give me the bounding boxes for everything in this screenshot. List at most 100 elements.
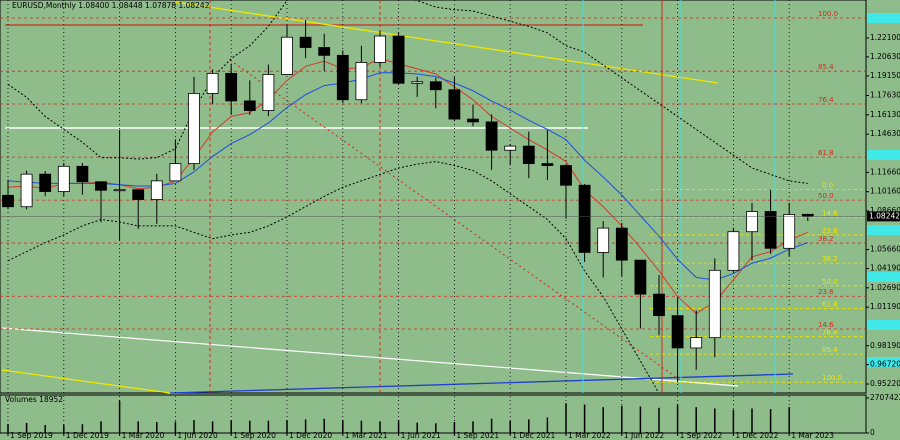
fib-label: 61.8 xyxy=(818,149,834,157)
candle-body xyxy=(95,181,107,191)
x-tick-label: 1 Dec 2021 xyxy=(512,431,555,440)
y-tick-label: 1.11660 xyxy=(870,167,900,176)
price-box xyxy=(867,272,900,282)
candle-body xyxy=(150,180,163,200)
candle-body xyxy=(374,35,386,63)
candle-body xyxy=(429,81,442,91)
chart-title: EURUSD,Monthly 1.08400 1.08448 1.07878 1… xyxy=(12,1,210,10)
price-box xyxy=(867,320,900,330)
candle-body xyxy=(411,81,424,84)
x-tick-label: 1 Mar 2023 xyxy=(791,431,834,440)
candle-body xyxy=(169,163,182,182)
y-tick-label: 1.14630 xyxy=(870,129,900,138)
x-tick-label: 1 Dec 2020 xyxy=(289,431,332,440)
candle-body xyxy=(485,121,498,151)
y-tick-label: 1.17630 xyxy=(870,91,900,100)
price-box xyxy=(867,150,900,160)
x-tick-label: 1 Sep 2022 xyxy=(680,431,723,440)
candle-body xyxy=(764,211,777,249)
fib-label: 0.0 xyxy=(822,181,833,189)
candle-body xyxy=(634,259,647,295)
candle-body xyxy=(467,118,479,123)
volume-panel xyxy=(0,394,867,434)
candle-body xyxy=(448,89,461,120)
x-tick-label: 1 Dec 2022 xyxy=(735,431,778,440)
fib-label: 85.4 xyxy=(818,63,834,71)
candle-body xyxy=(281,36,293,75)
candle-body xyxy=(299,36,312,48)
candle-body xyxy=(522,145,535,165)
y-tick-label: 1.08660 xyxy=(870,206,900,215)
price-box xyxy=(867,13,900,23)
candle-body xyxy=(504,145,517,151)
price-box xyxy=(867,225,900,235)
fib-label: 100.0 xyxy=(822,374,842,382)
fib-label: 76.4 xyxy=(818,96,834,104)
candle-body xyxy=(262,74,275,111)
fib-label: 61.8 xyxy=(822,301,838,309)
x-tick-label: 1 Sep 2020 xyxy=(233,431,276,440)
indicator-line xyxy=(7,58,808,315)
fib-label: 14.6 xyxy=(818,321,834,329)
candle-body xyxy=(653,293,665,317)
candle-body xyxy=(541,163,554,166)
candle-body xyxy=(2,194,14,208)
candle-body xyxy=(336,54,349,101)
candle-body xyxy=(560,165,572,186)
candle-body xyxy=(727,231,740,271)
fib-label: 76.4 xyxy=(822,329,838,337)
candle-body xyxy=(20,173,33,208)
y-tick-label: 1.22100 xyxy=(870,33,900,42)
candle-body xyxy=(597,227,610,253)
x-tick-label: 1 Sep 2021 xyxy=(456,431,499,440)
price-box xyxy=(867,357,900,367)
volume-label: Volumes 18952 xyxy=(5,395,63,404)
x-tick-label: 1 Mar 2021 xyxy=(345,431,388,440)
x-tick-label: 1 Mar 2022 xyxy=(568,431,611,440)
indicator-line xyxy=(7,0,808,184)
y-tick-label: 1.19150 xyxy=(870,71,900,80)
candle-body xyxy=(76,165,89,183)
candle-body xyxy=(243,100,256,111)
trend-line xyxy=(169,373,794,394)
candle-body xyxy=(708,269,721,339)
candle-body xyxy=(690,337,703,349)
indicator-line xyxy=(7,72,808,281)
candle-body xyxy=(746,211,758,233)
fib-label: 23.6 xyxy=(822,227,838,235)
y-tick-label: 1.01190 xyxy=(870,302,900,311)
fib-label: 50.0 xyxy=(818,192,834,200)
current-price-box xyxy=(867,211,900,222)
trend-line xyxy=(1,327,739,387)
y-tick-label: 1.04190 xyxy=(870,264,900,273)
y-tick-label: 1.02690 xyxy=(870,283,900,292)
fib-label: 50.0 xyxy=(822,278,838,286)
y-tick-label: 1.05660 xyxy=(870,245,900,254)
fib-label: 38.2 xyxy=(822,255,838,263)
y-tick-label: 1.10160 xyxy=(870,187,900,196)
volume-tick-label: 2707422 xyxy=(870,393,900,402)
y-tick-label: 0.96720 xyxy=(870,360,900,369)
fib-label: 100.0 xyxy=(818,10,838,18)
x-tick-label: 1 Jun 2021 xyxy=(401,431,442,440)
main-panel xyxy=(0,0,867,394)
candle-body xyxy=(206,72,219,94)
fib-label: 23.6 xyxy=(818,288,834,296)
candle-body xyxy=(39,173,52,192)
drawings xyxy=(1,0,794,394)
candle-body xyxy=(615,227,628,261)
candle-body xyxy=(225,72,238,102)
fib-label: 14.6 xyxy=(822,210,838,218)
x-tick-label: 1 Sep 2019 xyxy=(10,431,53,440)
x-tick-label: 1 Jun 2022 xyxy=(624,431,665,440)
y-tick-label: 0.98190 xyxy=(870,341,900,350)
fib-label: 85.4 xyxy=(822,346,838,354)
x-tick-label: 1 Dec 2019 xyxy=(66,431,109,440)
volume-tick-label: 0 xyxy=(870,428,875,437)
candle-body xyxy=(355,62,368,101)
candle-body xyxy=(318,47,331,56)
candle-body xyxy=(57,165,70,192)
candle-body xyxy=(671,315,684,349)
x-tick-label: 1 Jun 2020 xyxy=(177,431,218,440)
